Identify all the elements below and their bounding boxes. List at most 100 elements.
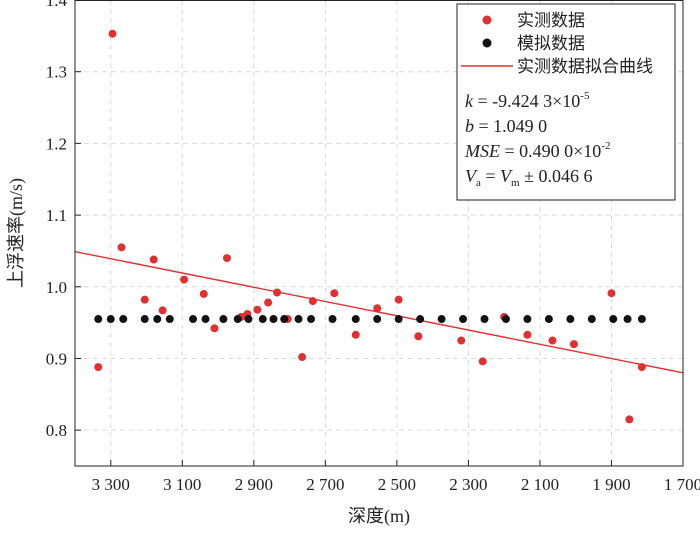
- simulated-point: [544, 315, 553, 324]
- simulated-point: [106, 315, 115, 324]
- simulated-point: [307, 315, 316, 324]
- legend-label: 实测数据拟合曲线: [517, 57, 653, 76]
- measured-point: [373, 304, 382, 313]
- annotation-variable: V: [465, 166, 478, 186]
- measured-point: [253, 305, 262, 314]
- simulated-point: [480, 315, 489, 324]
- fit-line: [74, 250, 684, 374]
- annotation-variable: V: [500, 166, 513, 186]
- measured-point: [548, 336, 557, 345]
- simulated-point: [219, 315, 228, 324]
- annotation-variable: k: [465, 91, 474, 111]
- plot-frame: [74, 0, 684, 467]
- y-tick-label: 1.1: [46, 206, 67, 225]
- annotation-value: = 1.049 0: [474, 116, 547, 136]
- fit-annotation: MSE = 0.490 0×10-2: [464, 140, 610, 161]
- measured-point: [264, 298, 273, 307]
- measured-point: [158, 306, 167, 315]
- measured-point: [607, 289, 616, 298]
- y-tick-label: 1.2: [46, 134, 67, 153]
- measured-point: [108, 29, 117, 38]
- measured-point: [569, 340, 578, 349]
- simulated-point: [294, 315, 303, 324]
- simulated-point: [189, 315, 198, 324]
- measured-point: [298, 353, 307, 362]
- x-tick-label: 3 100: [163, 475, 201, 494]
- legend-marker: [482, 38, 492, 48]
- legend-box: [456, 3, 676, 201]
- fit-annotation: Va = Vm ± 0.046 6: [465, 166, 593, 189]
- simulated-point: [437, 315, 446, 324]
- fit-annotations: k = -9.424 3×10-5 b = 1.049 0 MSE = 0.490 …: [464, 90, 610, 189]
- simulated-point: [459, 315, 468, 324]
- ticks: 3 300 3 100 2 900 2 700 2 500 2 300 2 100 1 900…: [46, 0, 700, 494]
- measured-point: [637, 363, 646, 372]
- x-tick-label: 2 100: [521, 475, 559, 494]
- measured-point: [394, 295, 403, 304]
- measured-point: [94, 363, 103, 372]
- annotation-value: = 0.490 0×10: [500, 141, 601, 161]
- annotation-value: ± 0.046 6: [520, 166, 593, 186]
- measured-point: [117, 243, 126, 252]
- legend-marker: [482, 15, 492, 25]
- simulated-point: [153, 315, 162, 324]
- measured-point: [414, 332, 423, 341]
- simulated-point: [394, 315, 403, 324]
- measured-point: [180, 275, 189, 284]
- simulated-point: [269, 315, 278, 324]
- simulated-point: [280, 315, 289, 324]
- y-tick-label: 0.8: [46, 421, 67, 440]
- measured-point: [199, 289, 208, 298]
- x-tick-label: 2 500: [378, 475, 416, 494]
- simulated-point: [587, 315, 596, 324]
- y-axis-title: 上浮速率(m/s): [6, 178, 27, 288]
- simulated-point: [609, 315, 618, 324]
- annotation-subscript: a: [476, 177, 481, 189]
- simulated-point: [201, 315, 210, 324]
- x-tick-label: 1 700: [664, 475, 700, 494]
- simulated-point: [501, 315, 510, 324]
- x-tick-label: 2 700: [306, 475, 344, 494]
- simulated-point: [566, 315, 575, 324]
- x-tick-label: 2 900: [235, 475, 273, 494]
- measured-point: [457, 336, 466, 345]
- annotation-variable: MSE: [464, 141, 500, 161]
- fit-annotation: k = -9.424 3×10-5: [465, 90, 590, 111]
- simulated-point: [637, 315, 646, 324]
- annotation-superscript: -5: [580, 90, 590, 102]
- measured-point: [330, 289, 339, 298]
- measured-point: [308, 297, 317, 306]
- measured-point: [478, 357, 487, 366]
- annotation-superscript: -2: [601, 140, 610, 152]
- y-tick-label: 1.0: [46, 278, 67, 297]
- measured-point: [625, 415, 634, 424]
- measured-point: [140, 295, 149, 304]
- measured-point: [149, 255, 158, 264]
- simulated-point: [140, 315, 149, 324]
- simulated-point: [165, 315, 174, 324]
- simulated-point: [623, 315, 632, 324]
- legend-label: 实测数据: [517, 11, 585, 30]
- simulated-point: [258, 315, 267, 324]
- legend-label: 模拟数据: [517, 34, 585, 53]
- measured-point: [210, 324, 219, 333]
- annotation-equals: =: [481, 166, 500, 186]
- simulated-point: [244, 315, 253, 324]
- simulated-point: [373, 315, 382, 324]
- simulated-point: [416, 315, 425, 324]
- simulated-point: [119, 315, 128, 324]
- simulated-point: [328, 315, 337, 324]
- measured-point: [523, 330, 532, 339]
- x-axis-title: 深度(m): [348, 506, 410, 527]
- y-tick-label: 1.4: [46, 0, 68, 10]
- measured-point: [223, 254, 231, 263]
- annotation-subscript: m: [511, 177, 520, 189]
- measured-point: [273, 288, 282, 297]
- annotation-variable: b: [465, 116, 474, 136]
- simulated-point: [233, 315, 242, 324]
- x-tick-label: 1 900: [592, 475, 630, 494]
